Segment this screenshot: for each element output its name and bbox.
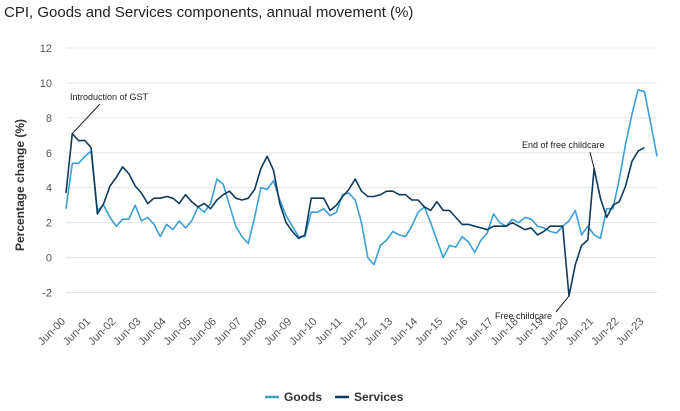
y-tick-label: 2 [46, 218, 52, 230]
gridlines [66, 47, 657, 294]
series-lines [65, 89, 658, 297]
y-axis-ticks: -2 0 2 4 6 8 10 12 [40, 43, 52, 300]
y-tick-label: 4 [46, 183, 52, 195]
annotation-leader [555, 295, 570, 313]
y-tick-label: 0 [46, 253, 52, 265]
x-tick-label: Jun-10 [287, 316, 319, 348]
y-tick-label: 6 [46, 148, 52, 160]
series-line-goods [65, 89, 658, 266]
y-tick-label: -2 [42, 288, 52, 300]
annotation-leader [589, 151, 595, 169]
annotation-leader [71, 103, 101, 134]
y-tick-label: 8 [46, 113, 52, 125]
y-axis-title: Percentage change (%) [13, 119, 27, 251]
legend-label-services: Services [354, 390, 404, 404]
x-axis-ticks: Jun-00Jun-01Jun-02Jun-03Jun-04Jun-05Jun-… [36, 316, 647, 348]
annotation-end-free-childcare: End of free childcare [522, 140, 605, 150]
y-tick-label: 12 [40, 43, 52, 55]
annotation-gst: Introduction of GST [70, 92, 149, 102]
chart-title: CPI, Goods and Services components, annu… [4, 4, 414, 21]
annotations: Introduction of GST Free childcare End of … [70, 92, 605, 321]
legend-label-goods: Goods [284, 390, 322, 404]
series-line-services [65, 132, 645, 297]
annotation-free-childcare: Free childcare [495, 311, 552, 321]
x-tick-label: Jun-23 [614, 316, 646, 348]
y-tick-label: 10 [40, 78, 52, 90]
legend: Goods Services [265, 390, 404, 404]
